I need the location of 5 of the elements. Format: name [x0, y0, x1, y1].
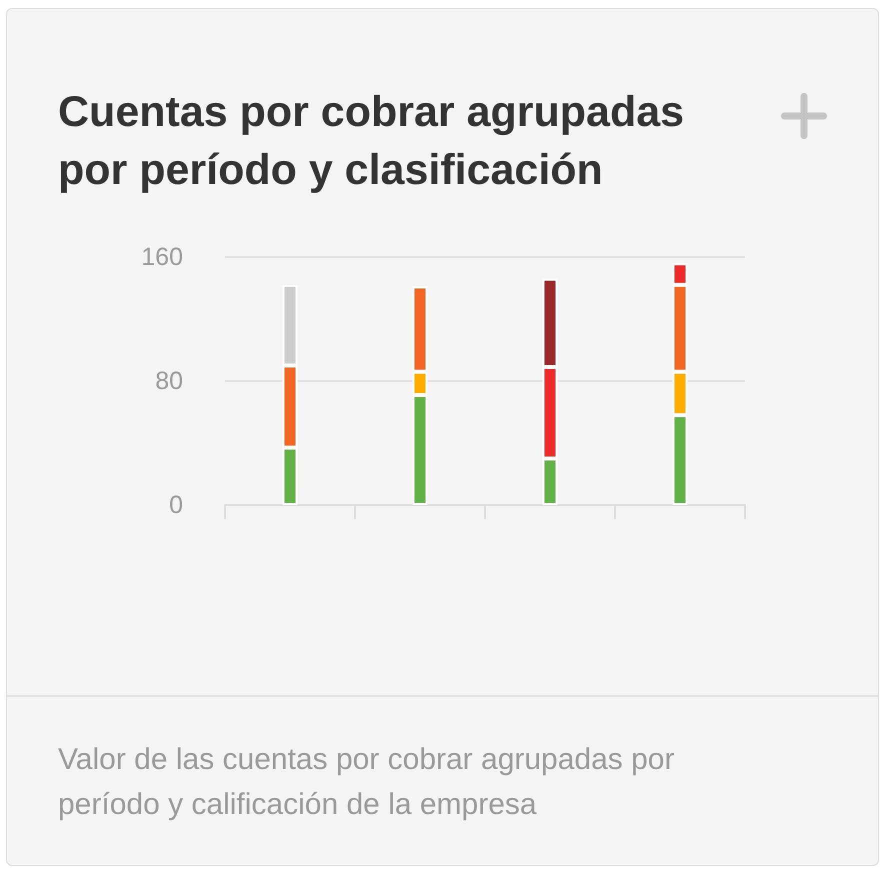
y-tick-label: 160	[141, 243, 183, 271]
chart-title: Cuentas por cobrar agrupadas por período y clasificación	[58, 87, 686, 196]
text: Valor de las cuentas por cobrar agrupadas por período y calificación de la empresa	[58, 742, 676, 823]
y-tick-label: 0	[169, 491, 183, 519]
y-tick-label: 80	[155, 367, 183, 395]
